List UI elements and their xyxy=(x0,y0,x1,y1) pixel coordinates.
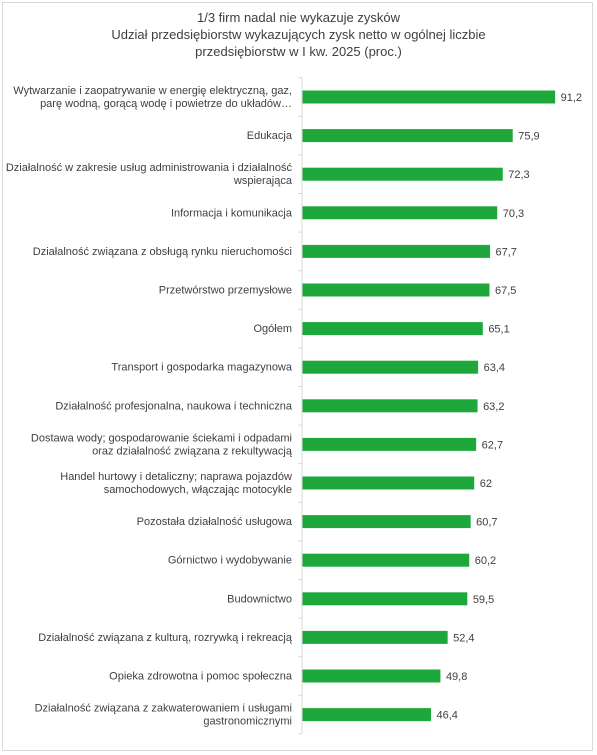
bar-value-label: 60,2 xyxy=(475,555,496,567)
category-label: Przetwórstwo przemysłowe xyxy=(159,285,292,297)
bar-value-label: 49,8 xyxy=(446,671,467,683)
bar xyxy=(302,244,491,258)
category-label: Działalność związana z kulturą, rozrywką… xyxy=(38,632,293,644)
category-label: Działalność związana z zakwaterowaniem i… xyxy=(35,703,292,715)
bar xyxy=(302,515,471,529)
category-label: Transport i gospodarka magazynowa xyxy=(111,362,292,374)
bar-value-label: 72,3 xyxy=(508,169,529,181)
category-label: parę wodną, gorącą wodę i powietrze do u… xyxy=(40,98,292,110)
category-label: Działalność w zakresie usług administrow… xyxy=(6,162,293,174)
bar-value-label: 75,9 xyxy=(518,131,539,143)
bar-value-label: 67,5 xyxy=(495,285,516,297)
bar xyxy=(302,476,475,490)
bar xyxy=(302,553,470,567)
bar-value-label: 91,2 xyxy=(561,92,582,104)
bar-value-label: 59,5 xyxy=(473,594,494,606)
category-label: Budownictwo xyxy=(227,593,292,605)
category-label: gastronomicznymi xyxy=(203,716,292,728)
category-label: Handel hurtowy i detaliczny; naprawa poj… xyxy=(60,471,292,483)
category-label: oraz działalność związana z rekultywacją xyxy=(92,445,293,457)
chart-title-line-3: przedsiębiorstw w I kw. 2025 (proc.) xyxy=(195,44,402,59)
bar-value-label: 67,7 xyxy=(496,246,517,258)
chart-title-line-1: 1/3 firm nadal nie wykazuje zysków xyxy=(196,10,401,25)
bar-value-label: 52,4 xyxy=(453,632,474,644)
bar-value-label: 62,7 xyxy=(482,439,503,451)
bar-value-label: 65,1 xyxy=(488,324,509,336)
category-label: Działalność profesjonalna, naukowa i tec… xyxy=(55,400,293,412)
category-label: Działalność związana z obsługą rynku nie… xyxy=(33,246,292,258)
bar xyxy=(302,437,477,451)
bar xyxy=(302,129,513,143)
bar xyxy=(302,283,490,297)
bar-value-label: 46,4 xyxy=(437,710,458,722)
bar xyxy=(302,167,503,181)
bar-value-label: 70,3 xyxy=(503,208,524,220)
bar-value-label: 60,7 xyxy=(476,517,497,529)
bar xyxy=(302,592,468,606)
category-label: Pozostała działalność usługowa xyxy=(137,516,293,528)
chart-title: 1/3 firm nadal nie wykazuje zysków Udzia… xyxy=(0,9,597,60)
category-label: Górnictwo i wydobywanie xyxy=(168,555,292,567)
category-label: wspierająca xyxy=(233,175,293,187)
chart-title-line-2: Udział przedsiębiorstw wykazujących zysk… xyxy=(111,27,486,42)
bar-value-label: 63,4 xyxy=(484,362,505,374)
category-label: Ogółem xyxy=(253,323,292,335)
bar xyxy=(302,90,556,104)
bar xyxy=(302,360,479,374)
category-label: Wytwarzanie i zaopatrywanie w energię el… xyxy=(13,85,292,97)
bar xyxy=(302,669,441,683)
bar-value-label: 63,2 xyxy=(483,401,504,413)
bar xyxy=(302,322,483,336)
category-label: Dostawa wody; gospodarowanie ściekami i … xyxy=(31,432,292,444)
bar xyxy=(302,399,478,413)
plot-area: 91,2 Wytwarzanie i zaopatrywanie w energi… xyxy=(6,77,582,735)
category-label: samochodowych, włączając motocykle xyxy=(104,484,292,496)
category-label: Informacja i komunikacja xyxy=(171,207,293,219)
bar xyxy=(302,206,498,220)
bar-value-label: 62 xyxy=(480,478,492,490)
category-label: Edukacja xyxy=(247,130,293,142)
bar xyxy=(302,708,432,722)
bar xyxy=(302,630,448,644)
category-label: Opieka zdrowotna i pomoc społeczna xyxy=(109,671,293,683)
